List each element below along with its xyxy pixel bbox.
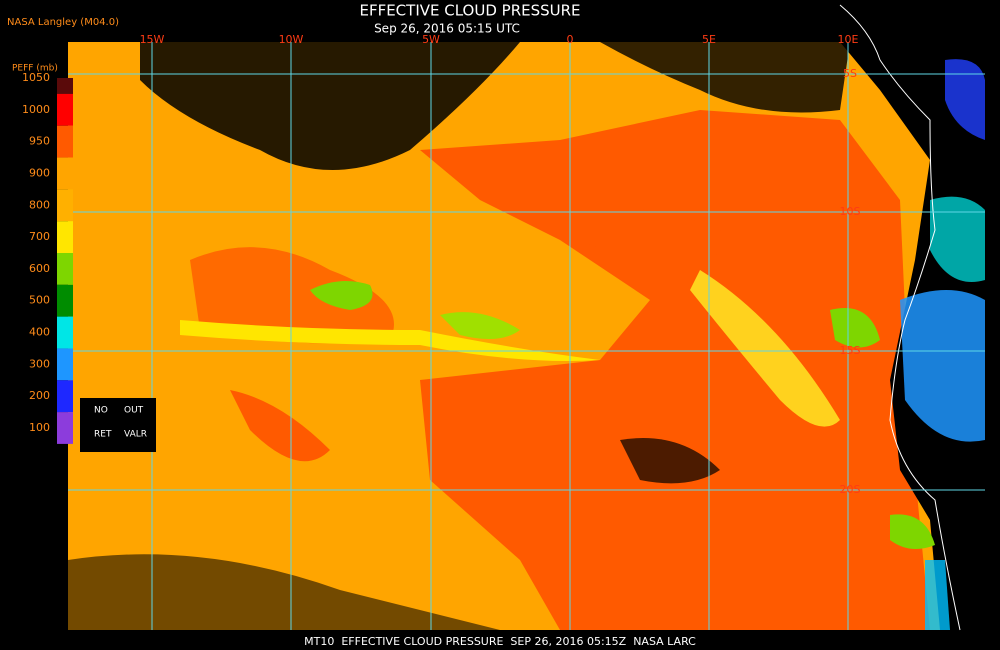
cloud-high-top [925, 560, 950, 630]
color-swatch [57, 93, 73, 126]
scale-label: 1050 [22, 71, 50, 84]
coastline [839, 4, 961, 631]
graticule: 15W 10W 5W 0 5E 10E 5S 10S 15S 20S [68, 33, 985, 630]
cloud-high-top [930, 196, 985, 282]
longitude-label: 5W [422, 33, 440, 46]
scale-label: 1000 [22, 103, 50, 116]
scale-label: 400 [29, 326, 50, 339]
latitude-label: 15S [840, 344, 861, 357]
cloud-low-level [440, 312, 520, 339]
legend-note: VALR [124, 430, 147, 440]
scale-label: 950 [29, 135, 50, 148]
title: EFFECTIVE CLOUD PRESSURE [359, 2, 580, 20]
clear-sky [620, 438, 720, 484]
color-swatch [57, 284, 73, 317]
latitude-label: 20S [840, 483, 861, 496]
longitude-label: 10W [279, 33, 304, 46]
subtitle: Sep 26, 2016 05:15 UTC [374, 22, 520, 36]
scale-label: 200 [29, 389, 50, 402]
cloud-low-level [310, 281, 373, 310]
color-swatch [57, 253, 73, 285]
color-swatch [57, 125, 73, 158]
legend-note: OUT [124, 406, 144, 416]
cloud-mid [690, 270, 840, 427]
cloud-low-level [890, 514, 935, 549]
clear-sky [600, 42, 850, 113]
longitude-label: 0 [567, 33, 574, 46]
latitude-label: 10S [840, 205, 861, 218]
scale-label: 300 [29, 357, 50, 370]
color-scale: 1050 1000 950 900 800 700 600 500 400 300 200 100 [22, 71, 73, 444]
color-swatch [57, 221, 73, 253]
cloud-low-level [830, 308, 880, 348]
color-swatch [57, 412, 73, 444]
scale-label: 600 [29, 262, 50, 275]
color-swatch [57, 380, 73, 413]
cloud-high-region [420, 110, 930, 630]
cloud-high-top [900, 290, 985, 442]
satellite-map [68, 4, 985, 631]
clear-sky [68, 554, 500, 630]
cloud-patch [190, 247, 394, 344]
longitude-label: 15W [140, 33, 165, 46]
color-swatch [57, 157, 73, 190]
scale-label: 500 [29, 294, 50, 307]
cloud-patch [570, 207, 725, 260]
legend-note: NO [94, 406, 108, 416]
scale-label: 800 [29, 198, 50, 211]
legend-box [80, 398, 156, 452]
legend-note: RET [94, 430, 112, 440]
longitude-label: 5E [702, 33, 716, 46]
cloud-patch [230, 390, 330, 462]
latitude-label: 5S [843, 67, 857, 80]
scale-label: 900 [29, 166, 50, 179]
footer: MT10 EFFECTIVE CLOUD PRESSURE SEP 26, 20… [304, 635, 696, 648]
source-label: NASA Langley (M04.0) [7, 17, 119, 28]
color-swatch [57, 348, 73, 381]
color-swatch [57, 189, 73, 222]
legend-title: PEFF (mb) [12, 64, 58, 74]
scale-label: 100 [29, 421, 50, 434]
color-swatch [57, 316, 73, 349]
longitude-label: 10E [838, 33, 859, 46]
cloud-high-top [945, 59, 985, 140]
scale-label: 700 [29, 230, 50, 243]
